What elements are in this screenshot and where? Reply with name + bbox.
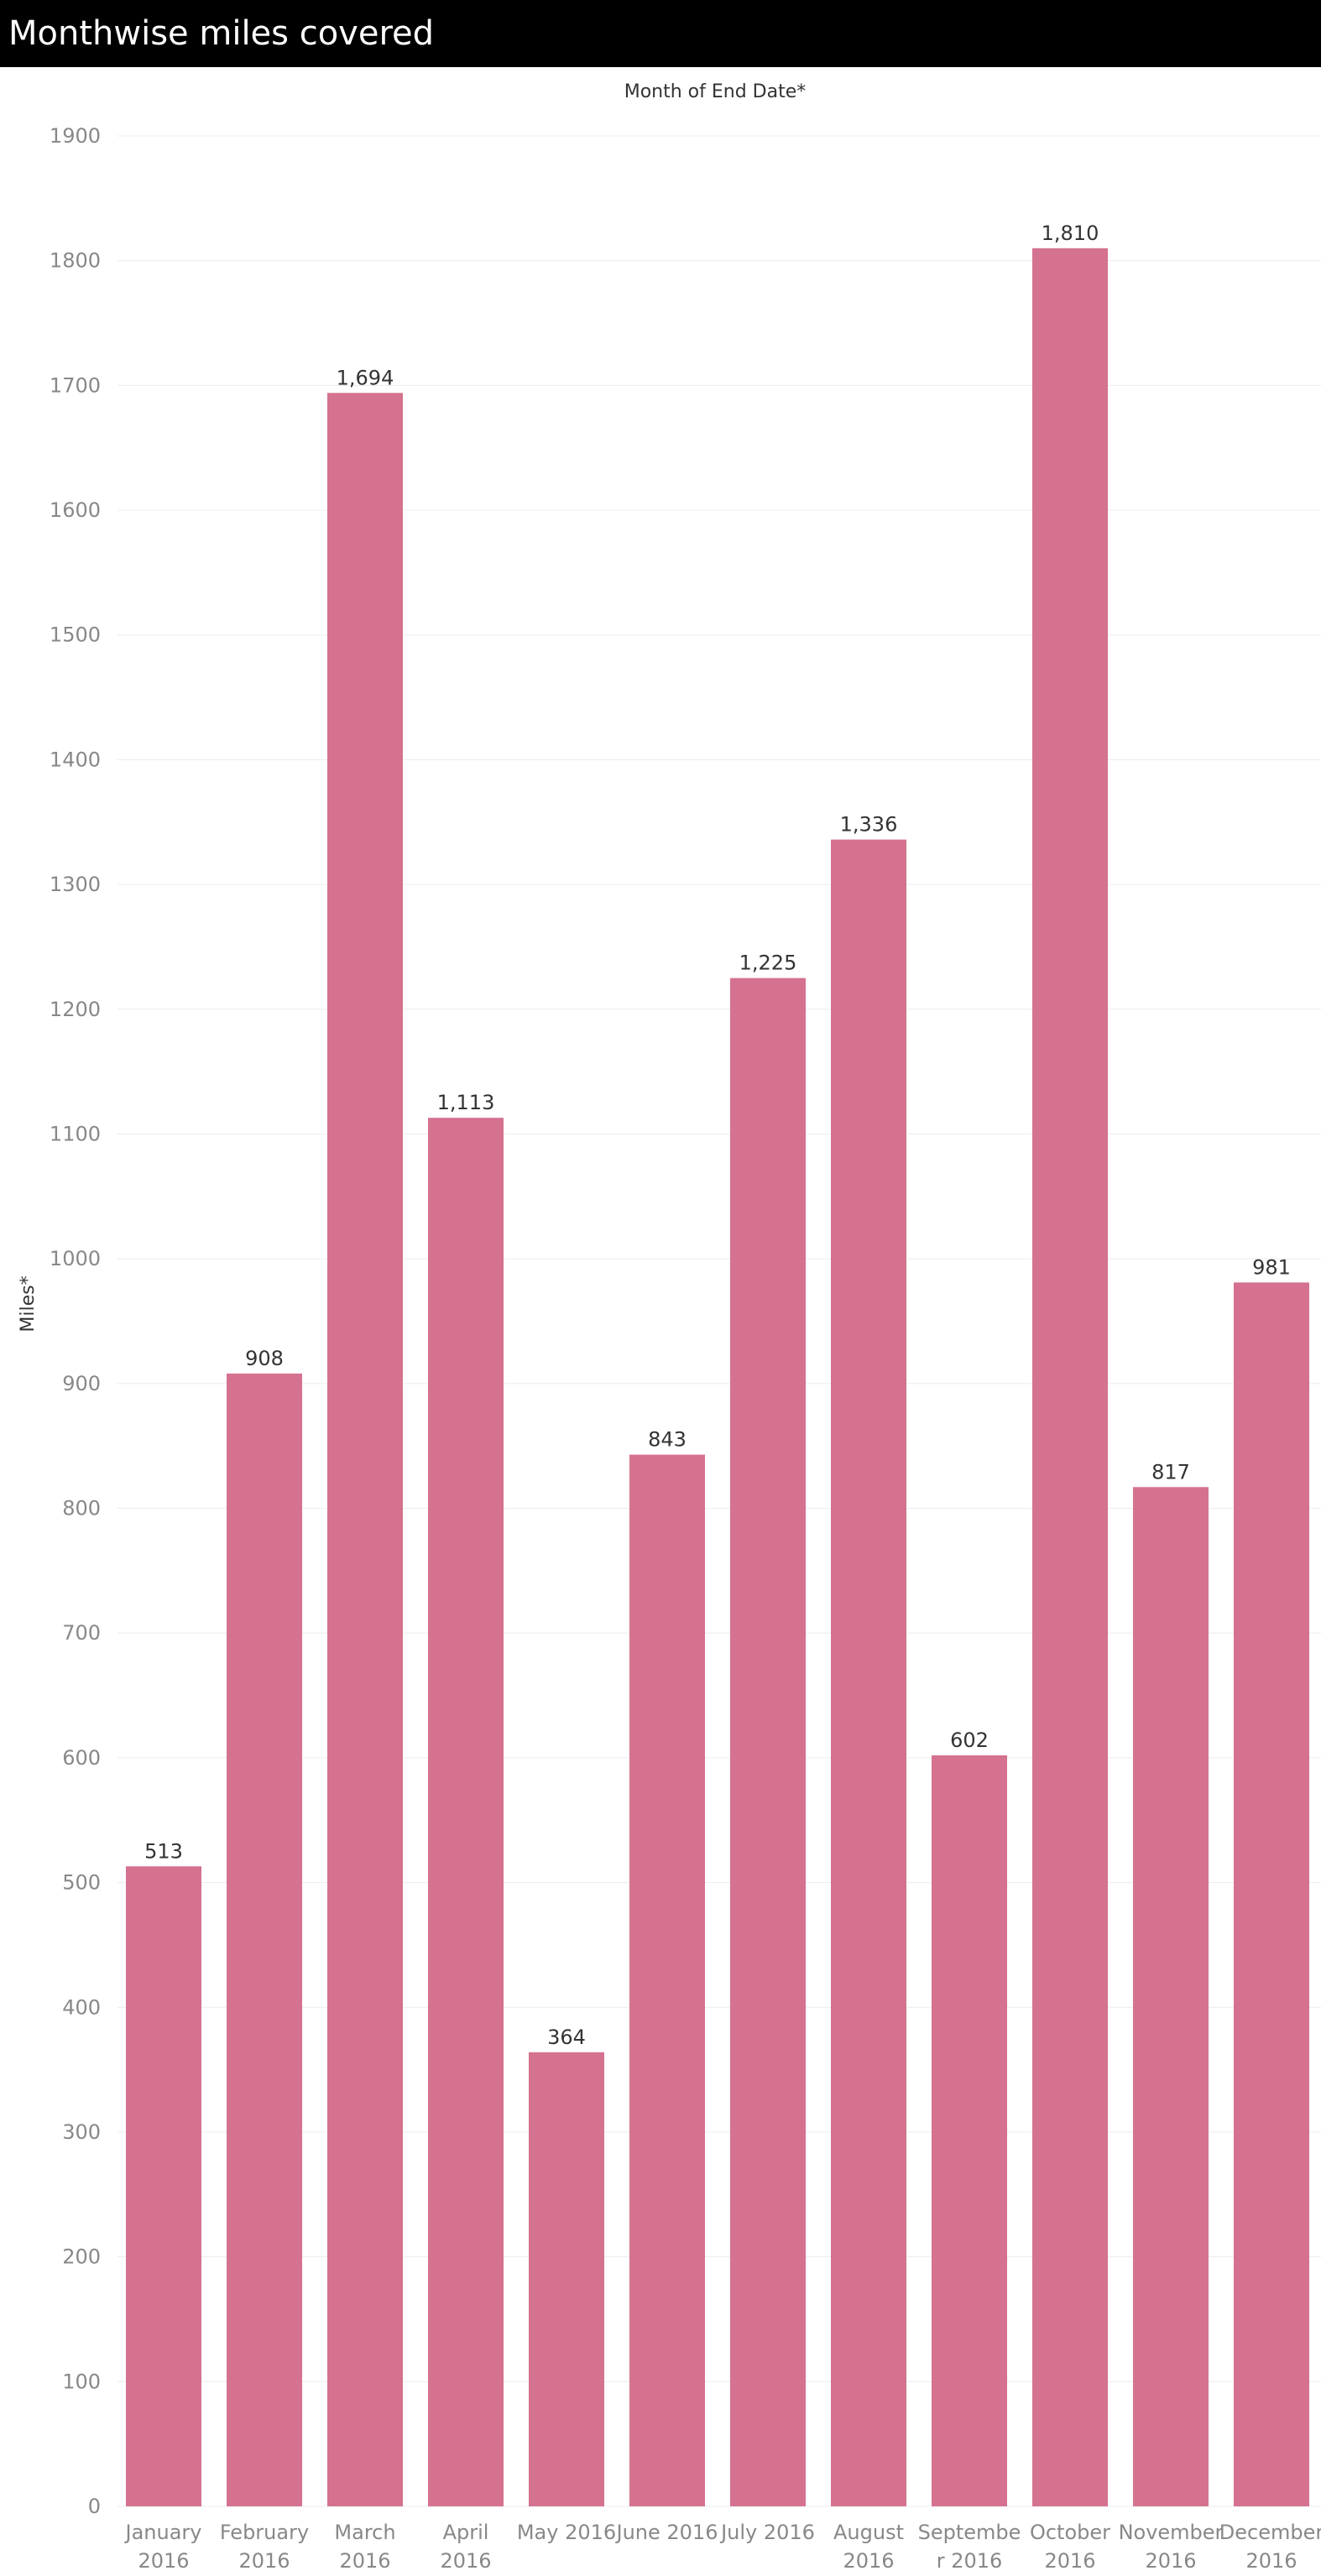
x-tick-label: October 2016 — [1030, 2521, 1110, 2573]
data-label: 1,113 — [437, 1091, 495, 1114]
data-label: 1,694 — [337, 366, 394, 389]
y-tick-label: 800 — [62, 1497, 101, 1520]
y-tick-label: 1100 — [50, 1122, 101, 1145]
y-tick-label: 1400 — [50, 748, 101, 771]
x-axis-title: Month of End Date* — [624, 81, 807, 102]
bar — [730, 978, 806, 2506]
y-tick-label: 900 — [62, 1372, 101, 1395]
x-tick-label: March 2016 — [334, 2521, 395, 2573]
data-label: 843 — [648, 1428, 687, 1452]
x-axis-ticks: January 2016 February 2016 March 2016 April 201… — [124, 2521, 1321, 2573]
y-tick-label: 300 — [62, 2120, 101, 2144]
y-tick-label: 500 — [62, 1871, 101, 1895]
data-label: 1,810 — [1042, 222, 1099, 245]
bar — [1133, 1487, 1209, 2506]
value-labels: 513 908 1,694 1,113 364 843 1,225 1,336 602 1,810… — [144, 222, 1291, 2049]
bar — [1032, 248, 1108, 2506]
bar — [1234, 1282, 1309, 2506]
y-tick-label: 1700 — [50, 373, 101, 397]
data-label: 602 — [950, 1729, 989, 1752]
x-tick-label: December 2016 — [1219, 2521, 1321, 2573]
data-label: 908 — [245, 1347, 284, 1370]
data-label: 1,225 — [739, 952, 797, 975]
bar — [831, 839, 906, 2507]
x-tick-label: August 2016 — [833, 2521, 904, 2573]
bar — [529, 2052, 604, 2506]
bars — [126, 248, 1309, 2507]
x-tick-label: July 2016 — [719, 2521, 815, 2544]
bar — [428, 1118, 504, 2506]
bar — [327, 393, 403, 2506]
data-label: 364 — [547, 2026, 586, 2049]
bar — [227, 1373, 302, 2506]
x-tick-label: May 2016 — [517, 2521, 616, 2544]
y-tick-label: 1200 — [50, 998, 101, 1021]
y-tick-label: 1600 — [50, 498, 101, 522]
gridlines — [117, 135, 1321, 2507]
bar — [629, 1454, 705, 2506]
y-tick-label: 1000 — [50, 1247, 101, 1270]
y-tick-label: 400 — [62, 1995, 101, 2019]
y-tick-label: 200 — [62, 2245, 101, 2269]
y-tick-label: 1900 — [50, 124, 101, 148]
x-tick-label: February 2016 — [220, 2521, 309, 2573]
y-tick-label: 1500 — [50, 623, 101, 647]
x-tick-label: June 2016 — [615, 2521, 718, 2544]
y-tick-label: 600 — [62, 1746, 101, 1770]
bar — [932, 1755, 1007, 2506]
y-tick-label: 1800 — [50, 249, 101, 273]
x-tick-label: November 2016 — [1119, 2521, 1224, 2573]
data-label: 981 — [1252, 1255, 1291, 1279]
y-tick-label: 100 — [62, 2370, 101, 2393]
data-label: 1,336 — [840, 813, 898, 837]
y-tick-label: 1300 — [50, 873, 101, 896]
data-label: 817 — [1151, 1460, 1190, 1484]
y-tick-label: 0 — [88, 2495, 101, 2518]
y-axis-title: Miles* — [18, 1275, 39, 1332]
x-tick-label: Septembe r 2016 — [918, 2521, 1021, 2573]
data-label: 513 — [144, 1839, 183, 1863]
y-axis-ticks: 0 100 200 300 400 500 600 700 800 900 1000 1100 1200… — [50, 124, 101, 2518]
chart-title: Monthwise miles covered — [0, 0, 1321, 67]
x-tick-label: January 2016 — [124, 2521, 202, 2573]
bar-chart: Month of End Date* Miles* 0 100 200 300 400 5… — [18, 81, 1321, 2573]
y-tick-label: 700 — [62, 1621, 101, 1645]
bar — [126, 1866, 201, 2506]
x-tick-label: April 2016 — [440, 2521, 491, 2573]
